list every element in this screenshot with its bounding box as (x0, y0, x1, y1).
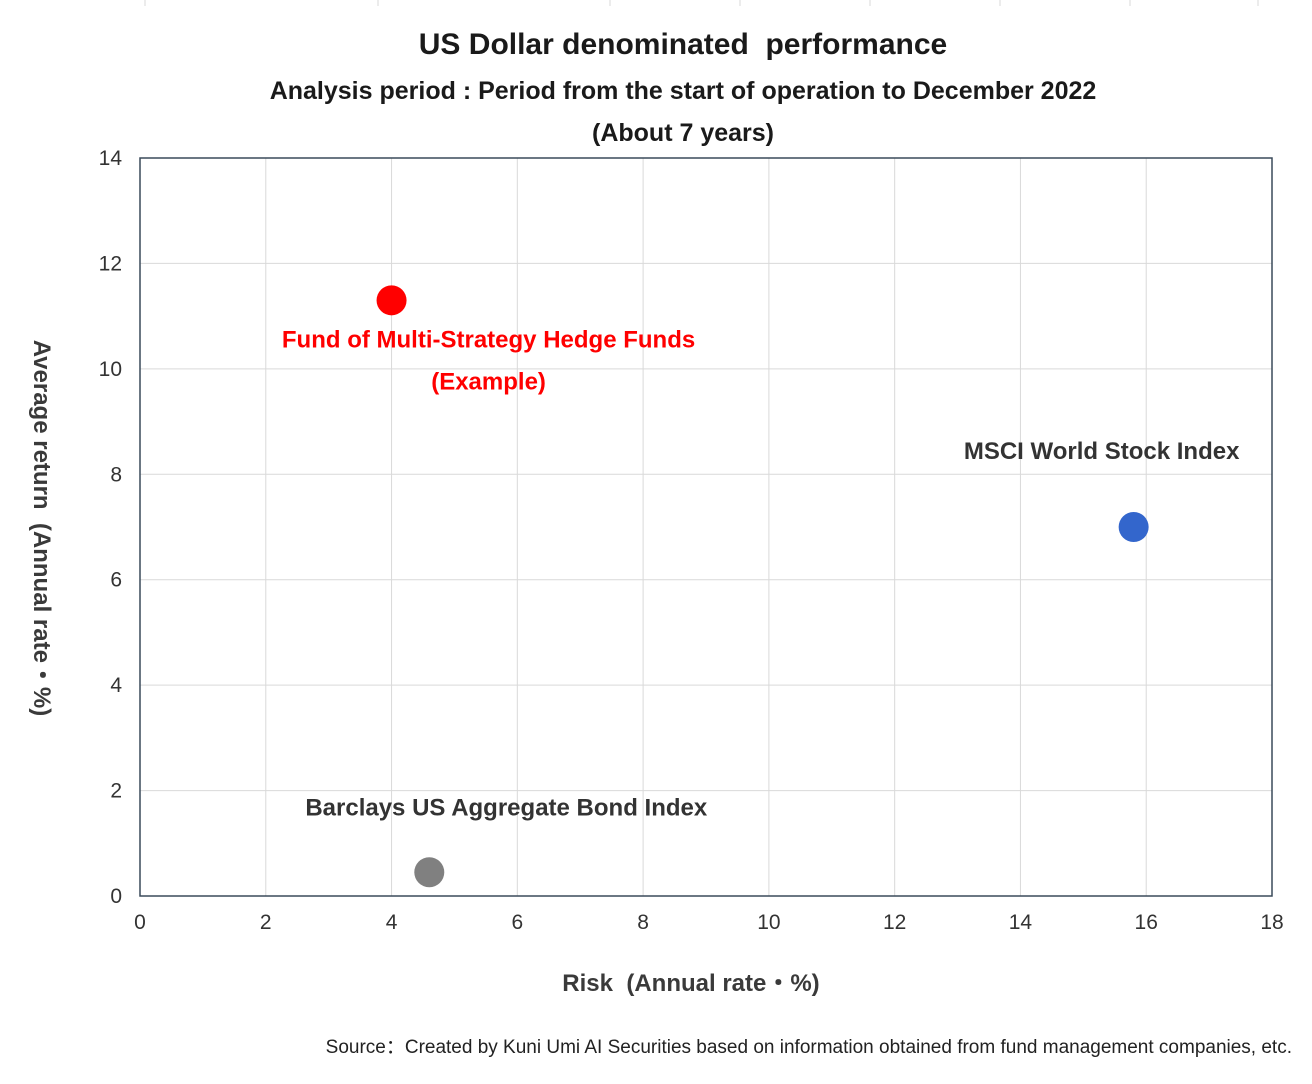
y-tick-label: 8 (110, 463, 122, 486)
grid-lines (139, 157, 1273, 897)
data-points (376, 285, 1149, 888)
y-tick-label: 0 (110, 885, 122, 908)
x-tick-label: 8 (637, 911, 649, 934)
y-tick-label: 14 (99, 147, 123, 170)
data-point-label: Barclays US Aggregate Bond Index (305, 794, 708, 821)
plot-area-frame (139, 157, 1273, 897)
top-separator-ticks (144, 0, 1259, 6)
chart-subtitle-line-2: (About 7 years) (592, 119, 774, 147)
y-tick-label: 6 (110, 569, 122, 592)
chart-title: US Dollar denominated performance (419, 28, 947, 61)
x-tick-label: 14 (1009, 911, 1033, 934)
x-tick-label: 2 (260, 911, 272, 934)
data-point-label: MSCI World Stock Index (964, 438, 1240, 465)
x-tick-label: 0 (134, 911, 146, 934)
x-tick-label: 10 (757, 911, 780, 934)
data-point-label: Fund of Multi-Strategy Hedge Funds (282, 326, 695, 353)
x-tick-label: 16 (1135, 911, 1158, 934)
data-point (414, 857, 445, 888)
source-note: Source：Created by Kuni Umi AI Securities… (326, 1037, 1292, 1058)
chart-subtitle-line-1: Analysis period : Period from the start … (270, 77, 1097, 105)
x-tick-label: 4 (386, 911, 398, 934)
y-tick-label: 12 (99, 252, 122, 275)
x-tick-label: 18 (1260, 911, 1283, 934)
x-tick-label: 12 (883, 911, 906, 934)
y-axis-tick-labels: 0 2 4 6 8 10 12 14 (99, 147, 123, 908)
x-tick-label: 6 (511, 911, 523, 934)
y-axis-title: Average return (Annual rate・%) (28, 340, 55, 717)
data-point-label: (Example) (431, 368, 546, 395)
x-axis-tick-labels: 0 2 4 6 8 10 12 14 16 18 (134, 911, 1284, 934)
y-tick-label: 2 (110, 780, 122, 803)
data-point (1118, 512, 1149, 542)
data-point-labels: Fund of Multi-Strategy Hedge Funds (Examp… (282, 326, 1240, 821)
y-tick-label: 4 (110, 674, 122, 697)
y-tick-label: 10 (99, 358, 122, 381)
x-axis-title: Risk (Annual rate・%) (562, 970, 819, 997)
data-point (376, 285, 407, 316)
